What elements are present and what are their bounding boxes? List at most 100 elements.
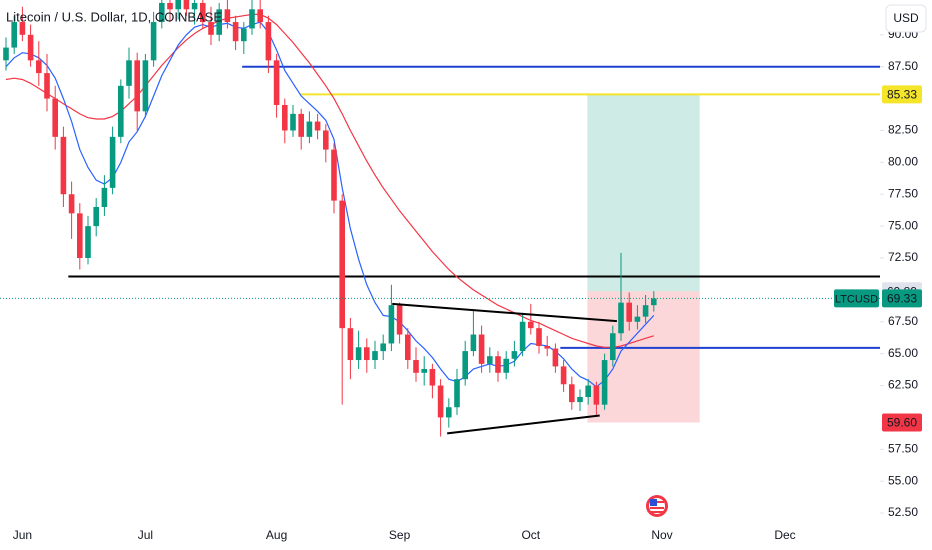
candle-body [388,305,395,344]
candle-body [68,194,75,214]
candle-body [36,60,42,74]
candle-body [27,34,34,61]
candle-body [405,334,411,361]
candle-body [355,347,362,361]
candle-body [478,334,485,364]
stop-label: 59.60 [887,416,917,430]
candle-body [642,305,649,317]
candle-body [11,22,17,48]
stop-label-box [882,413,922,432]
candle-body [372,351,378,361]
candle-body [421,368,427,373]
candle-body [52,98,58,137]
candle-body [511,351,518,359]
candle-body [569,384,575,403]
x-tick-label: Aug [266,528,287,542]
candle-body [208,22,214,35]
candle-body [126,60,132,86]
candle-body [413,360,419,373]
symbol-label: LTCUSD [835,293,878,305]
candle-body [528,321,534,329]
candle-body [224,9,231,23]
y-tick-label: 67.50 [888,314,918,328]
candle-body [396,305,403,335]
candle-body [446,407,452,418]
candle-body [282,104,288,131]
candle-body [249,9,255,29]
candle-body [331,149,337,201]
last-price-label: 69.33 [887,292,917,306]
candle-body [167,2,173,10]
candle-body [241,28,247,42]
y-tick-label: 62.50 [888,378,918,392]
candle-body [134,60,140,112]
x-tick-label: Jul [138,528,153,542]
candle-body [651,298,657,306]
y-tick-label: 87.50 [888,59,918,73]
candle-body [183,0,190,10]
y-tick-label: 80.00 [888,155,918,169]
candle-body [216,9,222,35]
candle-body [44,73,50,99]
x-tick-label: Sep [389,528,411,542]
candle-body [429,368,436,386]
candle-body [339,200,345,329]
profit-zone [587,94,700,292]
candle-body [200,2,206,23]
candle-body [109,136,116,188]
target-label-box [882,85,922,104]
y-tick-label: 77.50 [888,186,918,200]
candle-body [437,385,444,418]
candle-body [610,333,616,361]
candle-body [191,2,198,10]
x-tick-label: Jun [13,528,32,542]
candle-body [3,47,9,61]
candle-body [347,328,354,361]
y-tick-label: 57.50 [888,441,918,455]
y-tick-label: 75.00 [888,218,918,232]
candle-body [101,187,108,207]
candle-body [60,136,67,195]
moving-average [5,13,654,348]
candle-body [273,60,280,105]
y-tick-label: 82.50 [888,123,918,137]
candle-body [314,121,321,131]
candle-body [77,213,83,259]
logo [646,495,668,517]
candle-body [257,9,263,23]
y-tick-label: 72.50 [888,250,918,264]
candle-body [560,366,567,385]
last-price-label-box [882,289,922,308]
candle-body [290,113,296,131]
triangle-upper [392,302,617,323]
candle-body [626,302,632,322]
target-label: 85.33 [887,88,917,102]
y-tick-label: 52.50 [888,505,918,519]
candle-body [487,356,493,364]
candle-body [495,356,501,373]
candle-body [601,360,608,405]
candle-body [470,334,477,352]
currency-button[interactable] [885,4,927,33]
candle-body [175,0,181,10]
price-axis: 90.0087.5082.5080.0077.5075.0072.5067.50… [880,27,922,519]
plot-area [0,0,880,437]
y-tick-label: 65.00 [888,346,918,360]
candle-body [159,2,165,23]
candle-body [93,206,99,227]
candle-body [618,302,624,334]
candle-body [142,60,149,112]
chart-title: Litecoin / U.S. Dollar, 1D, COINBASE [6,9,222,24]
symbol-box [834,289,879,308]
candle-body [536,328,542,347]
currency-label[interactable]: USD [893,11,919,25]
candle-body [503,358,509,373]
candle-body [323,130,329,150]
candle-body [593,385,600,405]
candle-body [118,85,124,137]
candle-body [577,397,583,403]
candle-body [265,22,272,61]
candle-body [519,321,526,352]
candle-body [150,22,157,61]
x-tick-label: Dec [774,528,795,542]
